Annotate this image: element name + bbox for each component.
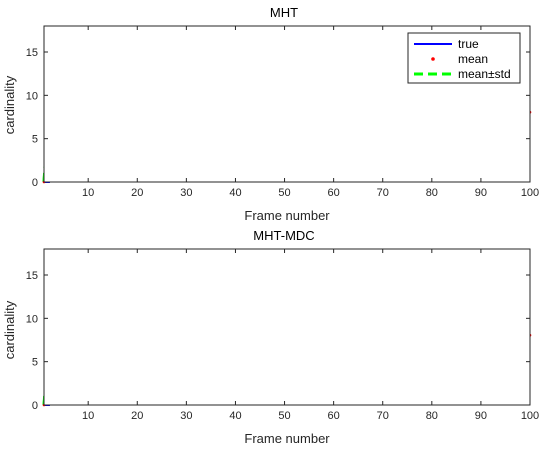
x-tick-label: 100 — [521, 187, 539, 199]
y-tick-label: 10 — [26, 313, 38, 325]
x-tick-label: 30 — [180, 187, 192, 199]
y-axis-label: cardinality — [2, 75, 17, 134]
x-axis-label: Frame number — [244, 208, 330, 223]
x-tick-label: 30 — [180, 410, 192, 422]
y-tick-label: 0 — [32, 400, 38, 412]
x-tick-label: 80 — [426, 187, 438, 199]
legend-label-std: mean±std — [458, 67, 511, 81]
x-tick-label: 40 — [229, 410, 241, 422]
x-tick-label: 90 — [475, 187, 487, 199]
x-tick-label: 20 — [131, 410, 143, 422]
x-axis-label: Frame number — [244, 431, 330, 446]
x-tick-label: 80 — [426, 410, 438, 422]
x-tick-label: 50 — [278, 187, 290, 199]
x-tick-label: 90 — [475, 410, 487, 422]
y-tick-label: 15 — [26, 270, 38, 282]
y-axis-label: cardinality — [2, 300, 17, 359]
y-tick-label: 5 — [32, 134, 38, 146]
x-tick-label: 70 — [377, 410, 389, 422]
chart-title: MHT — [270, 5, 298, 20]
y-tick-label: 15 — [26, 47, 38, 59]
x-tick-label: 70 — [377, 187, 389, 199]
chart-title: MHT-MDC — [253, 228, 314, 243]
legend-swatch-mean — [431, 57, 435, 61]
mht-mdc-panel: MHT-MDC cardinality Frame number 10 20 30 4… — [2, 228, 539, 446]
mht-panel: MHT cardinality Frame number 10 20 30 40 50 6… — [2, 5, 539, 223]
legend-label-true: true — [458, 37, 479, 51]
x-tick-label: 20 — [131, 187, 143, 199]
x-tick-label: 10 — [82, 410, 94, 422]
axes-frame — [43, 248, 531, 406]
y-tick-label: 0 — [32, 177, 38, 189]
x-tick-label: 40 — [229, 187, 241, 199]
y-tick-label: 5 — [32, 357, 38, 369]
x-tick-label: 60 — [328, 410, 340, 422]
legend-label-mean: mean — [458, 52, 488, 66]
x-tick-label: 100 — [521, 410, 539, 422]
y-tick-label: 10 — [26, 90, 38, 102]
legend-box — [407, 32, 521, 84]
x-tick-label: 60 — [328, 187, 340, 199]
x-tick-label: 50 — [278, 410, 290, 422]
x-tick-label: 10 — [82, 187, 94, 199]
